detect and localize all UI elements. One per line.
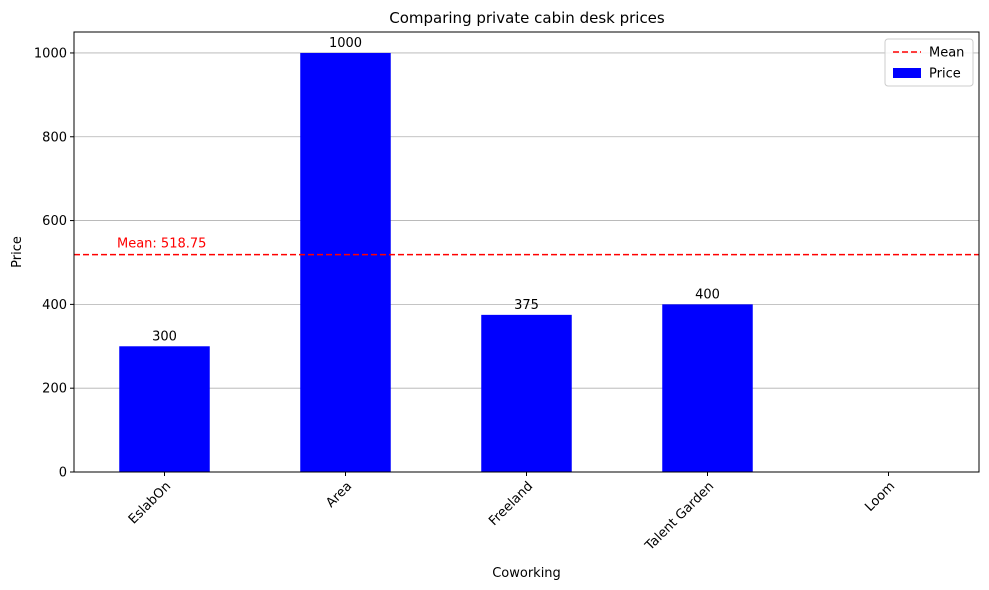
bar: [119, 346, 210, 472]
bar-value-label: 400: [695, 287, 720, 302]
x-axis-label: Coworking: [492, 566, 561, 581]
mean-label: Mean: 518.75: [117, 237, 206, 252]
bars: 300 1000 375 400: [119, 36, 753, 472]
x-tick-label: Freeland: [486, 479, 536, 529]
y-axis: 0 200 400 600 800 1000: [34, 46, 74, 481]
bar-value-label: 300: [152, 329, 177, 344]
y-tick-label: 600: [42, 214, 67, 229]
legend-label: Price: [929, 67, 961, 82]
y-tick-label: 400: [42, 298, 67, 313]
bar: [481, 314, 572, 472]
y-tick-label: 0: [59, 466, 67, 481]
x-tick-label: Talent Garden: [642, 479, 717, 554]
bar-value-label: 1000: [329, 36, 362, 51]
chart-title: Comparing private cabin desk prices: [389, 9, 665, 27]
bar: [300, 52, 391, 472]
mean-line-group: Mean: 518.75: [74, 237, 979, 256]
x-tick-label: Area: [323, 479, 355, 511]
y-tick-label: 200: [42, 382, 67, 397]
legend-swatch-price: [893, 68, 921, 78]
x-tick-label: Loom: [862, 479, 898, 515]
x-axis: EslabOn Area Freeland Talent Garden Loom: [126, 472, 898, 554]
bar: [662, 304, 753, 472]
x-tick-label: EslabOn: [126, 479, 174, 527]
legend-label: Mean: [929, 46, 964, 61]
y-axis-label: Price: [10, 236, 25, 268]
legend[interactable]: Mean Price: [884, 38, 974, 87]
bar-value-label: 375: [514, 298, 539, 313]
y-tick-label: 1000: [34, 46, 67, 61]
y-tick-label: 800: [42, 130, 67, 145]
